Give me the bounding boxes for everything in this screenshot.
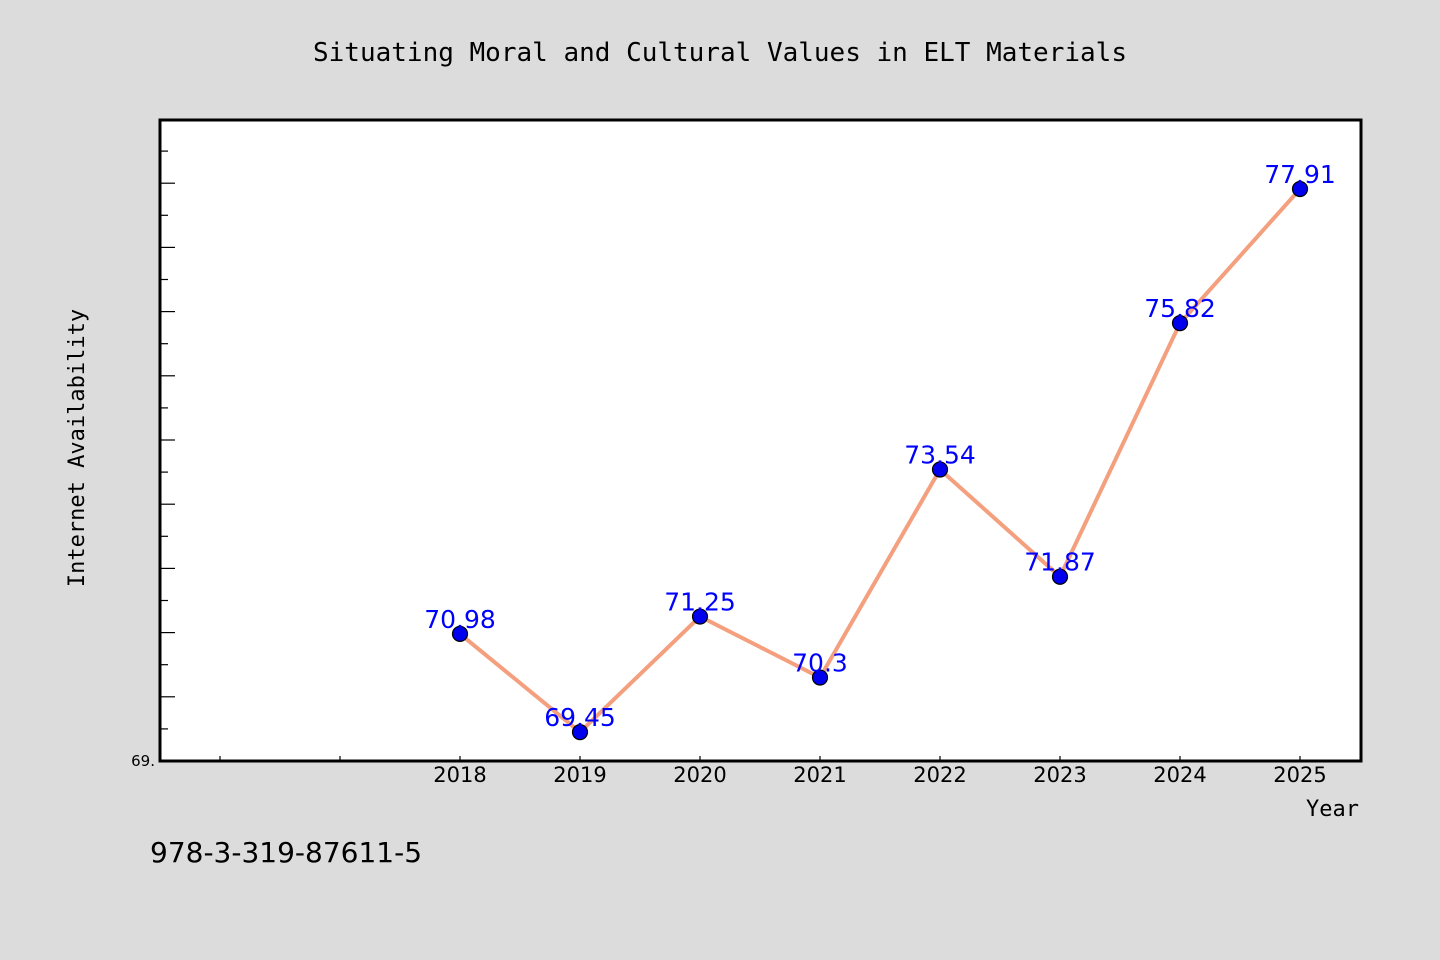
isbn-footer: 978-3-319-87611-5 <box>150 836 422 869</box>
y-tick-label: 69. <box>131 752 155 770</box>
series-group: 70.98 69.45 71.25 70.3 73.54 71.87 75.82 77.91 <box>424 160 1336 741</box>
x-axis-tick-labels: 2018 2019 2020 2021 2022 2023 2024 2025 <box>433 763 1326 787</box>
y-axis-label: Internet Availability <box>65 309 90 587</box>
data-point <box>1291 180 1309 198</box>
data-point <box>1171 315 1189 332</box>
data-label: 69.45 <box>544 703 616 732</box>
x-tick-label: 2018 <box>433 763 486 787</box>
x-axis-ticks <box>219 756 1301 761</box>
data-label: 77.91 <box>1264 160 1336 189</box>
x-tick-label: 2019 <box>553 763 606 787</box>
x-tick-label: 2022 <box>913 763 966 787</box>
x-tick-label: 2024 <box>1153 763 1206 787</box>
x-tick-label: 2023 <box>1033 763 1086 787</box>
data-label: 70.3 <box>792 649 848 678</box>
x-tick-label: 2020 <box>673 763 726 787</box>
data-label: 75.82 <box>1144 294 1216 323</box>
series-line <box>458 187 1302 735</box>
x-tick-label: 2021 <box>793 763 846 787</box>
data-point <box>571 724 589 741</box>
data-labels: 70.98 69.45 71.25 70.3 73.54 71.87 75.82 77.91 <box>424 160 1336 732</box>
data-point <box>691 608 709 625</box>
data-label: 71.25 <box>664 588 736 617</box>
data-point <box>811 669 829 686</box>
data-label: 70.98 <box>424 605 496 634</box>
series-markers <box>451 180 1309 741</box>
data-point <box>1051 568 1069 585</box>
x-axis-label: Year <box>1306 797 1359 822</box>
plot-area <box>158 118 1363 763</box>
data-label: 73.54 <box>904 441 976 470</box>
data-point <box>451 625 469 642</box>
chart-title: Situating Moral and Cultural Values in E… <box>313 38 1127 68</box>
data-point <box>931 461 949 478</box>
x-tick-label: 2025 <box>1273 763 1326 787</box>
y-axis-ticks <box>160 150 175 730</box>
data-label: 71.87 <box>1024 548 1096 577</box>
